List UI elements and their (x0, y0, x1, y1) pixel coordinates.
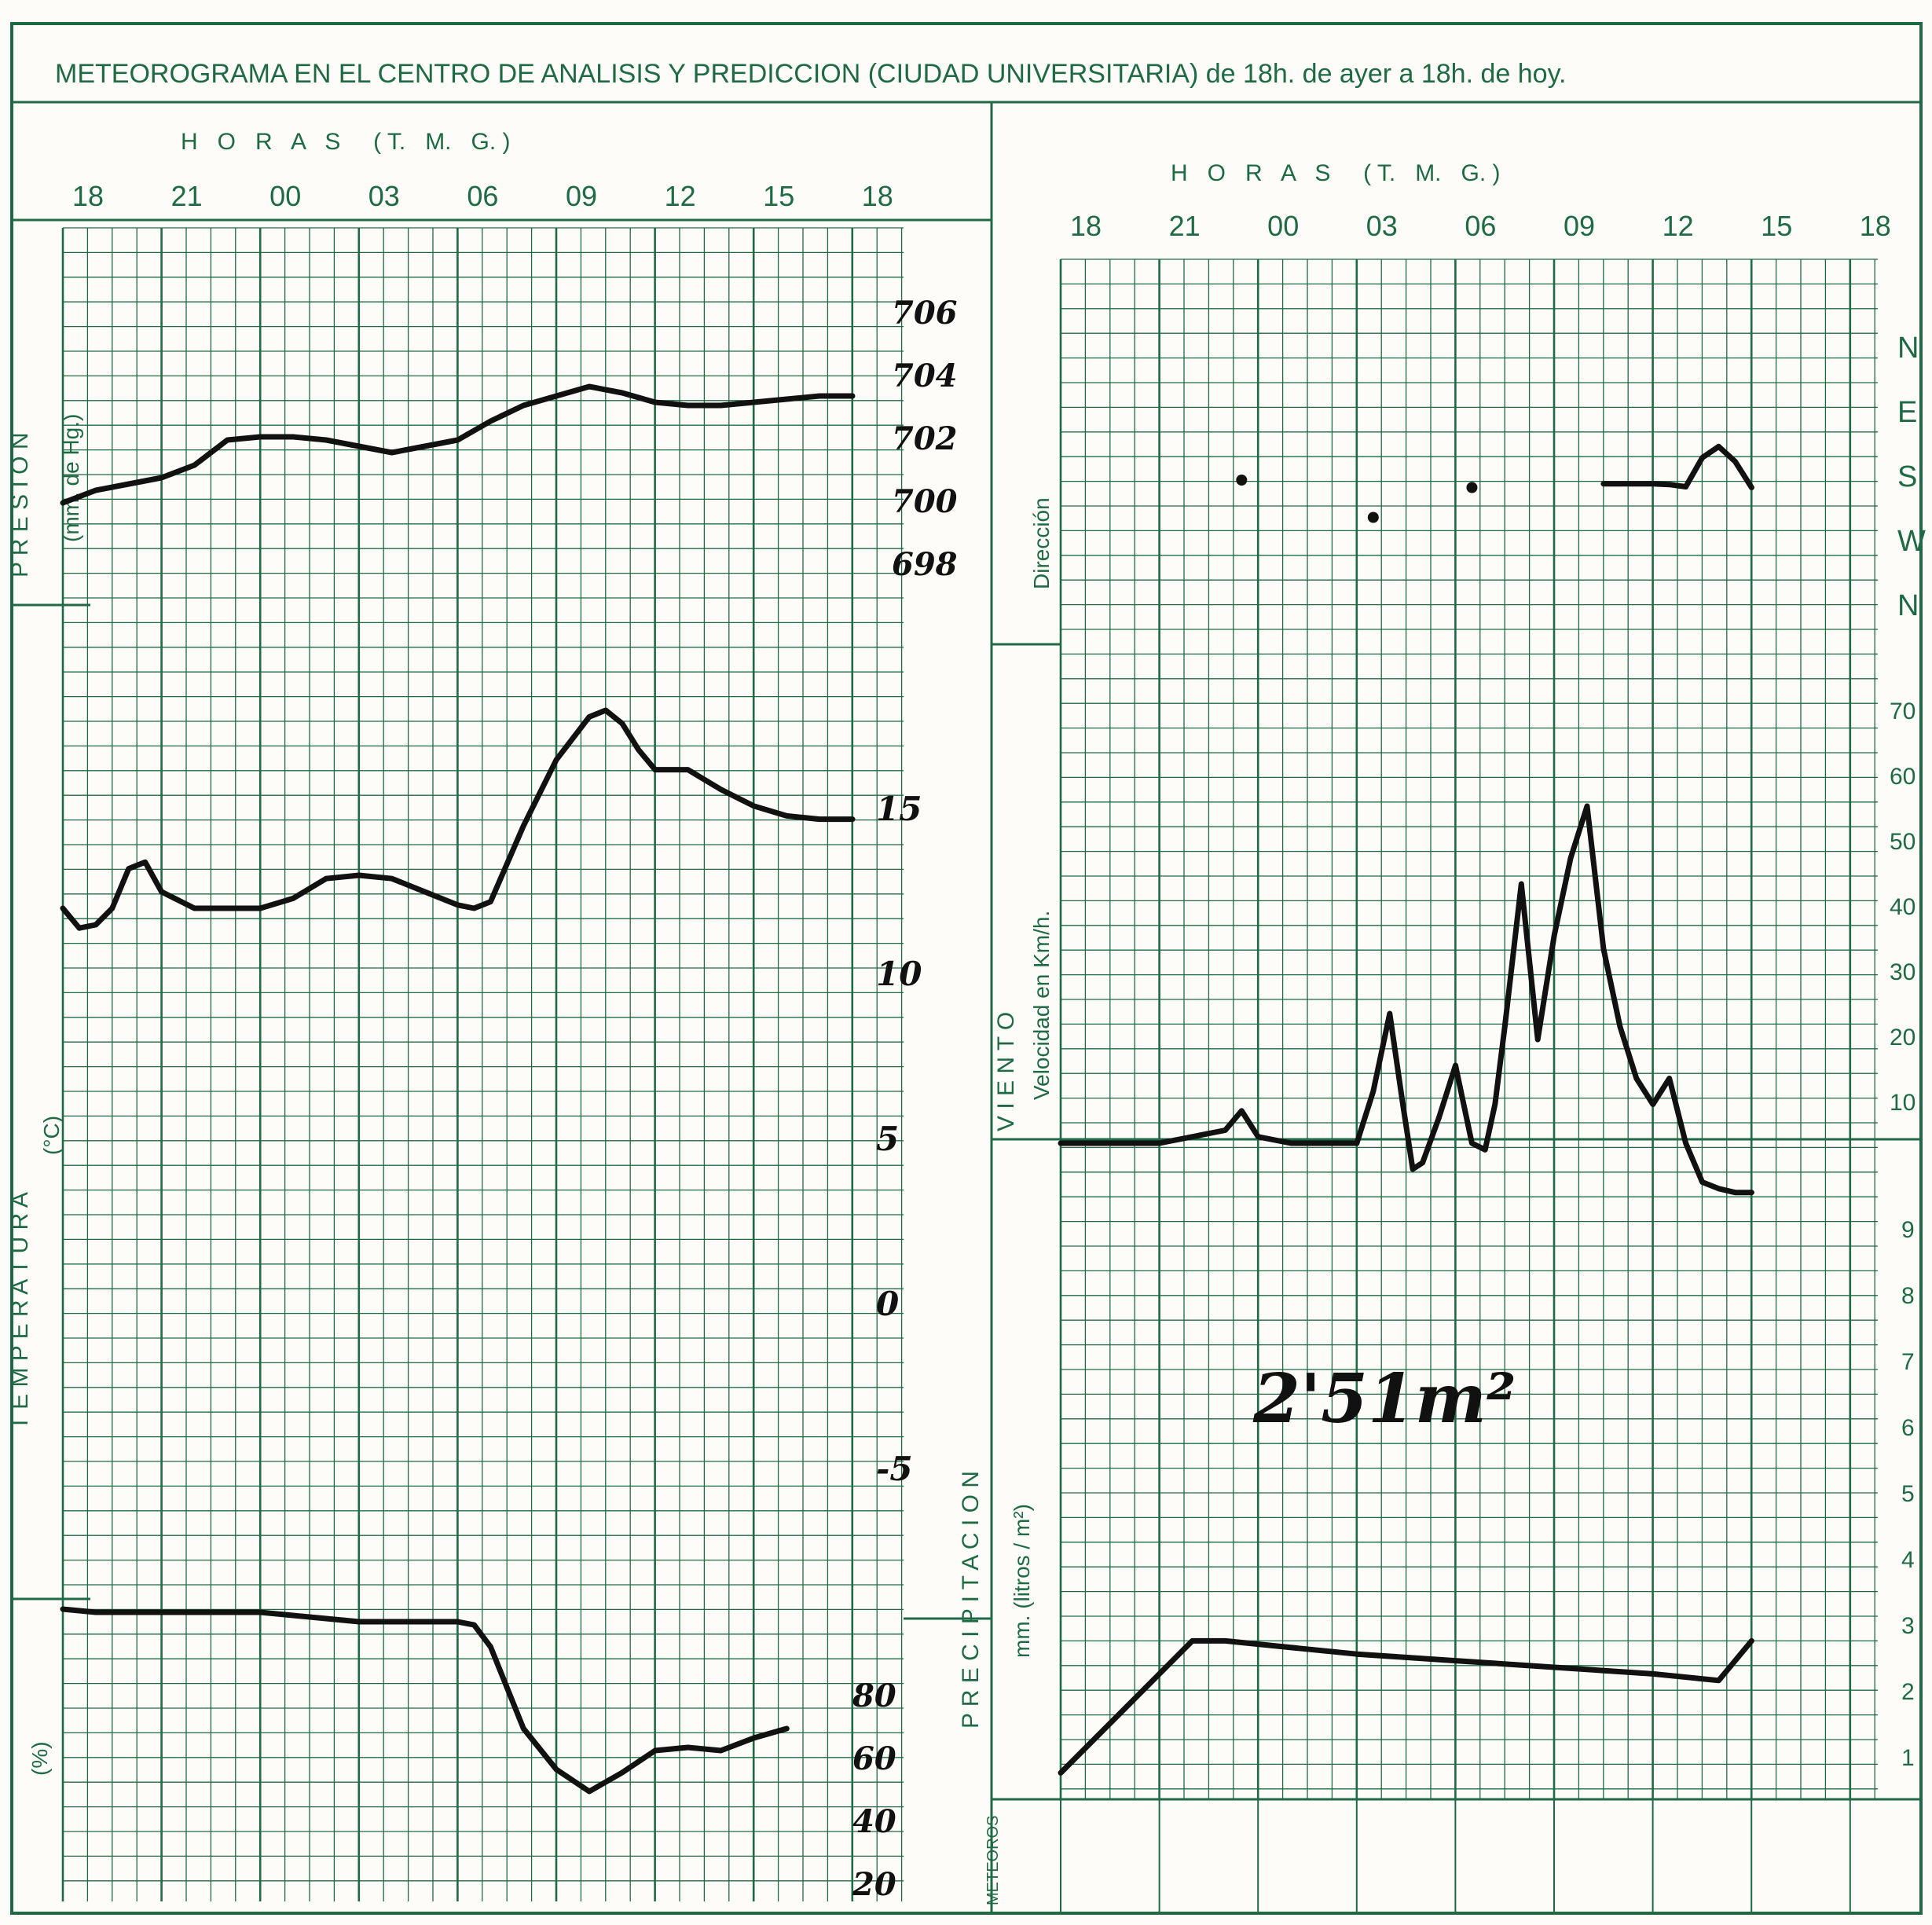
right-hour-tick-label: 00 (1267, 210, 1299, 242)
temperatura-tick-label: 5 (876, 1120, 899, 1158)
viento-direccion-series-line (1600, 443, 1754, 490)
left-hour-tick-label: 00 (269, 180, 301, 212)
right-hours-label: H O R A S ( T. M. G. ) (1171, 160, 1501, 186)
direccion-label: Dirección (1029, 497, 1054, 589)
right-hour-tick-label: 06 (1465, 210, 1496, 242)
speed-tick-label: 70 (1890, 698, 1916, 724)
outer-frame (10, 22, 1923, 1915)
viento-velocidad-series-line (1058, 803, 1754, 1196)
speed-tick-label: 10 (1890, 1090, 1916, 1116)
temperatura-label: T E M P E R A T U R A (7, 1192, 33, 1430)
precip-units: mm. (litros / m²) (1010, 1504, 1034, 1658)
left-hour-tick-label: 18 (72, 180, 104, 212)
speed-tick-label: 30 (1890, 959, 1916, 985)
left-grid (12, 218, 992, 1901)
humedad-series-line (60, 1606, 790, 1795)
temperatura-tick-label: -5 (876, 1450, 913, 1488)
axis-tick-labels: 706704702700698151050-580604020NESWN7060… (852, 295, 1926, 1903)
presion-series-line (60, 383, 856, 506)
left-hours-label: H O R A S ( T. M. G. ) (181, 129, 511, 155)
presion-units: (mm. de Hg.) (59, 414, 83, 542)
precip-tick-label: 8 (1901, 1283, 1915, 1309)
direction-tick-label: S (1897, 460, 1917, 493)
precip-label: P R E C I P I T A C I O N (958, 1471, 984, 1729)
direction-tick-label: W (1897, 525, 1926, 558)
left-hour-ticks: 18 21 00 03 06 09 12 15 18 (72, 180, 893, 212)
presion-tick-label: 706 (892, 295, 958, 332)
speed-tick-label: 20 (1890, 1025, 1916, 1050)
humedad-tick-label: 40 (852, 1803, 896, 1840)
humedad-tick-label: 60 (852, 1740, 896, 1777)
precip-tick-label: 2 (1901, 1679, 1915, 1705)
temperatura-tick-label: 0 (876, 1285, 899, 1323)
presion-tick-label: 704 (892, 358, 958, 394)
right-hour-tick-label: 18 (1860, 210, 1891, 242)
temperatura-units: (°C) (39, 1116, 64, 1155)
chart-title: METEOROGRAMA EN EL CENTRO DE ANALISIS Y … (55, 59, 1567, 89)
right-hour-tick-label: 15 (1761, 210, 1792, 242)
left-hour-tick-label: 06 (467, 180, 498, 212)
left-hour-tick-label: 03 (368, 180, 400, 212)
right-hour-tick-label: 21 (1169, 210, 1201, 242)
precip-tick-label: 3 (1901, 1613, 1915, 1639)
direction-tick-label: E (1897, 396, 1917, 429)
temperatura-tick-label: 10 (876, 955, 922, 993)
precip-tick-label: 9 (1901, 1217, 1915, 1243)
right-hour-tick-label: 09 (1564, 210, 1595, 242)
meteoros-grid (1060, 1799, 1851, 1913)
precip-tick-label: 4 (1901, 1547, 1915, 1573)
precip-tick-label: 7 (1901, 1349, 1915, 1375)
velocidad-label: Velocidad en Km/h. (1029, 911, 1054, 1100)
meteoros-label: METEOROS (984, 1816, 1002, 1905)
viento-direccion-point (1236, 475, 1248, 486)
right-grid (992, 258, 1921, 1801)
left-hour-tick-label: 12 (665, 180, 696, 212)
temperatura-tick-label: 15 (876, 790, 922, 828)
viento-direccion-point (1367, 512, 1379, 523)
humedad-tick-label: 80 (852, 1678, 896, 1714)
left-hour-tick-label: 09 (566, 180, 597, 212)
precipitation-annotation: 2'51m² (1252, 1359, 1516, 1439)
right-hour-tick-label: 18 (1070, 210, 1102, 242)
humedad-tick-label: 20 (852, 1866, 896, 1903)
precip-tick-label: 1 (1901, 1745, 1915, 1771)
viento-direccion-point (1466, 482, 1478, 493)
precipitacion-series-line (1058, 1637, 1754, 1776)
left-hour-tick-label: 21 (171, 180, 203, 212)
viento-label: V I E N T O (993, 1012, 1019, 1131)
right-hour-ticks: 18 21 00 03 06 09 12 15 18 (1070, 210, 1891, 242)
temperatura-series-line (60, 707, 856, 931)
speed-tick-label: 60 (1890, 764, 1916, 790)
presion-tick-label: 702 (892, 420, 958, 457)
data-curves (60, 383, 1754, 1795)
speed-tick-label: 40 (1890, 894, 1916, 920)
right-hour-tick-label: 12 (1663, 210, 1694, 242)
left-hour-tick-label: 15 (763, 180, 794, 212)
precip-tick-label: 5 (1901, 1481, 1915, 1507)
direction-tick-label: N (1897, 332, 1919, 365)
right-hour-tick-label: 03 (1366, 210, 1398, 242)
presion-tick-label: 698 (892, 546, 958, 583)
left-hour-tick-label: 18 (862, 180, 893, 212)
direction-tick-label: N (1897, 589, 1919, 622)
speed-tick-label: 50 (1890, 829, 1916, 855)
humedad-units: (%) (27, 1741, 52, 1776)
presion-tick-label: 700 (892, 483, 958, 520)
precip-tick-label: 6 (1901, 1415, 1915, 1441)
presion-label: P R E S I O N (7, 433, 33, 578)
